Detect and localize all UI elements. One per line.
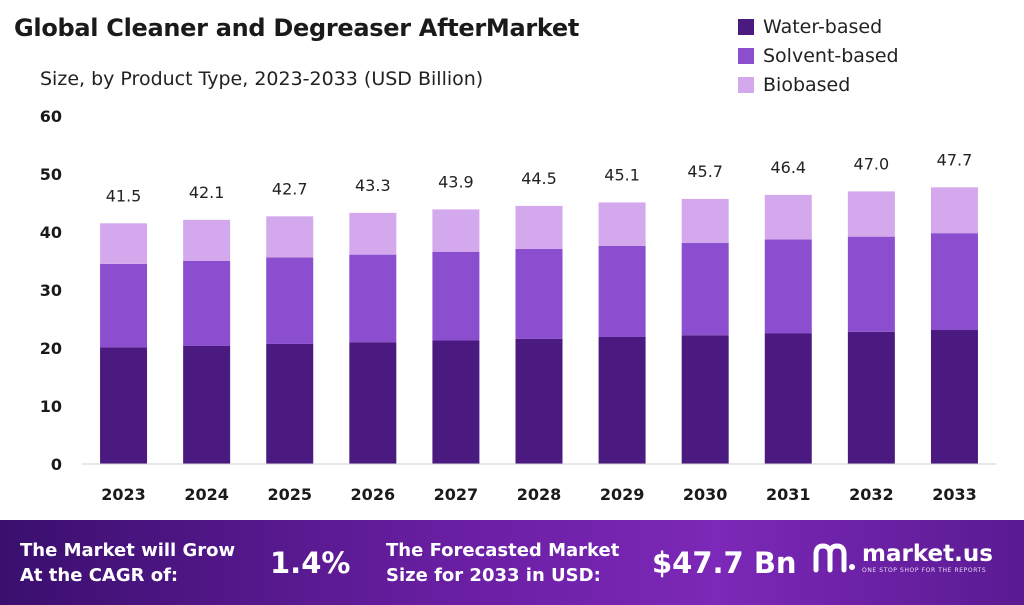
data-label-total-2033: 47.7 (937, 150, 973, 169)
legend-item-solvent-based: Solvent-based (738, 41, 899, 70)
bar-segment-water-based-2025 (266, 343, 314, 464)
legend: Water-based Solvent-based Biobased (738, 12, 899, 99)
x-tick-label-2031: 2031 (766, 485, 811, 504)
bar-segment-solvent-based-2028 (515, 248, 563, 339)
brand-wordmark: market.us ONE STOP SHOP FOR THE REPORTS (862, 542, 993, 574)
legend-label-biobased: Biobased (763, 73, 851, 96)
bar-segment-water-based-2023 (100, 347, 148, 464)
x-tick-label-2027: 2027 (434, 485, 479, 504)
bar-segment-biobased-2027 (432, 209, 480, 252)
forecast-caption-line1: The Forecasted Market (386, 540, 620, 561)
bar-segment-solvent-based-2031 (764, 239, 812, 334)
bar-segment-solvent-based-2029 (598, 245, 646, 337)
bar-segment-biobased-2023 (100, 223, 148, 264)
bar-segment-water-based-2027 (432, 340, 480, 464)
x-tick-label-2033: 2033 (932, 485, 977, 504)
data-label-total-2032: 47.0 (854, 154, 890, 173)
y-tick-label: 10 (40, 397, 62, 416)
bar-segment-solvent-based-2033 (930, 233, 978, 331)
bar-segment-solvent-based-2026 (349, 254, 397, 343)
data-label-total-2028: 44.5 (521, 169, 557, 188)
brand-name: market.us (862, 541, 993, 567)
brand-logo: market.us ONE STOP SHOP FOR THE REPORTS (812, 540, 993, 576)
data-label-total-2023: 41.5 (106, 186, 142, 205)
data-label-total-2029: 45.1 (604, 165, 640, 184)
legend-item-water-based: Water-based (738, 12, 899, 41)
cagr-caption: The Market will Grow At the CAGR of: (20, 538, 235, 588)
bar-segment-water-based-2032 (847, 331, 895, 464)
bar-segment-water-based-2028 (515, 338, 563, 464)
bar-segment-biobased-2028 (515, 205, 563, 249)
chart-subtitle: Size, by Product Type, 2023-2033 (USD Bi… (40, 68, 484, 90)
x-tick-label-2026: 2026 (351, 485, 396, 504)
bar-segment-water-based-2031 (764, 333, 812, 464)
x-tick-label-2025: 2025 (267, 485, 312, 504)
data-label-total-2027: 43.9 (438, 172, 474, 191)
data-label-total-2024: 42.1 (189, 183, 225, 202)
bar-segment-solvent-based-2023 (100, 263, 148, 348)
bar-segment-water-based-2029 (598, 336, 646, 464)
bar-segment-water-based-2030 (681, 335, 729, 464)
cagr-caption-line2: At the CAGR of: (20, 565, 179, 586)
cagr-value: 1.4% (270, 546, 351, 580)
y-tick-label: 30 (40, 281, 62, 300)
cagr-caption-line1: The Market will Grow (20, 540, 236, 561)
footer-banner: The Market will Grow At the CAGR of: 1.4… (0, 520, 1024, 605)
y-tick-label: 0 (51, 455, 62, 474)
market-us-logo-icon (813, 543, 855, 573)
x-tick-label-2023: 2023 (101, 485, 146, 504)
x-tick-label-2032: 2032 (849, 485, 894, 504)
chart-title: Global Cleaner and Degreaser AfterMarket (14, 14, 580, 42)
forecast-value: $47.7 Bn (652, 546, 797, 580)
bar-segment-water-based-2024 (183, 345, 231, 464)
bar-segment-biobased-2026 (349, 212, 397, 255)
data-label-total-2026: 43.3 (355, 176, 391, 195)
brand-tagline: ONE STOP SHOP FOR THE REPORTS (862, 567, 987, 574)
data-label-total-2031: 46.4 (770, 158, 806, 177)
y-tick-label: 40 (40, 223, 62, 242)
bar-segment-water-based-2033 (930, 330, 978, 464)
y-tick-label: 60 (40, 107, 62, 126)
bar-segment-biobased-2031 (764, 194, 812, 240)
y-tick-label: 50 (40, 165, 62, 184)
legend-item-biobased: Biobased (738, 70, 899, 99)
data-label-total-2025: 42.7 (272, 179, 308, 198)
bar-segment-solvent-based-2032 (847, 236, 895, 332)
legend-label-solvent-based: Solvent-based (763, 44, 899, 67)
x-tick-label-2030: 2030 (683, 485, 728, 504)
bar-segment-solvent-based-2027 (432, 251, 480, 341)
forecast-caption: The Forecasted Market Size for 2033 in U… (386, 538, 619, 588)
bar-segment-solvent-based-2030 (681, 243, 729, 336)
bar-segment-biobased-2024 (183, 219, 231, 261)
bar-segment-water-based-2026 (349, 342, 397, 464)
y-tick-label: 20 (40, 339, 62, 358)
bar-segment-biobased-2032 (847, 191, 895, 237)
legend-swatch-biobased (738, 76, 754, 93)
x-tick-label-2024: 2024 (184, 485, 229, 504)
stacked-bar-chart: 010203040506041.5202342.1202442.7202543.… (40, 107, 996, 504)
bar-segment-biobased-2030 (681, 198, 729, 244)
bar-segment-biobased-2033 (930, 187, 978, 234)
legend-swatch-water-based (738, 18, 754, 35)
forecast-caption-line2: Size for 2033 in USD: (386, 565, 601, 586)
legend-label-water-based: Water-based (763, 15, 883, 38)
bar-segment-solvent-based-2024 (183, 261, 231, 346)
bar-segment-solvent-based-2025 (266, 257, 314, 344)
x-tick-label-2028: 2028 (517, 485, 562, 504)
x-tick-label-2029: 2029 (600, 485, 645, 504)
data-label-total-2030: 45.7 (687, 162, 723, 181)
legend-swatch-solvent-based (738, 47, 754, 64)
bar-segment-biobased-2025 (266, 216, 314, 258)
bar-segment-biobased-2029 (598, 202, 646, 246)
